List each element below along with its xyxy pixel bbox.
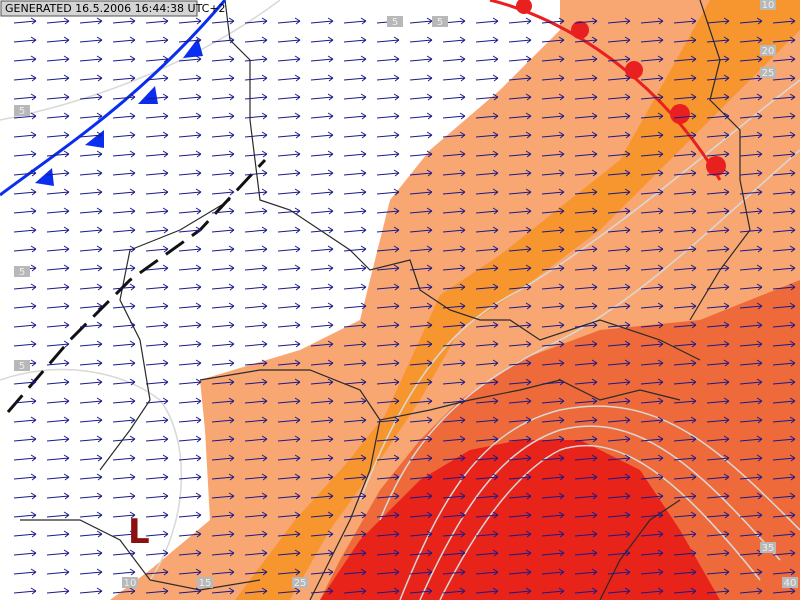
contour-label: 5 <box>392 17 398 28</box>
contour-label-bg <box>197 577 213 588</box>
contour-label: 10 <box>762 0 775 11</box>
contour-label-bg <box>14 360 30 371</box>
contour-label-bg <box>14 105 30 116</box>
contour-label: 25 <box>294 578 307 589</box>
contour-label-bg <box>760 67 776 78</box>
contour-label: 20 <box>762 46 775 57</box>
contour-label: 35 <box>762 543 775 554</box>
contour-label: 5 <box>19 361 25 372</box>
trough <box>6 158 267 413</box>
contour-label-bg <box>760 0 776 10</box>
contour-label: 5 <box>19 106 25 117</box>
contour-labels: 10 20 25 5 5 5 5 5 10 15 25 35 40 <box>14 0 798 589</box>
cold-front-triangles <box>35 38 203 186</box>
contour-label-bg <box>387 16 403 27</box>
generated-stamp: GENERATED 16.5.2006 16:44:38 UTC+2 <box>5 2 226 15</box>
wind-arrows <box>13 17 796 595</box>
contour-label-bg <box>14 266 30 277</box>
contour-label: 25 <box>762 68 775 79</box>
contour-label-bg <box>292 577 308 588</box>
contour-label: 5 <box>437 17 443 28</box>
low-pressure-label: L <box>128 512 150 552</box>
contour-label-bg <box>760 45 776 56</box>
borders <box>20 0 751 600</box>
cold-front <box>0 0 227 197</box>
contour-label: 5 <box>19 267 25 278</box>
contour-label: 40 <box>784 578 797 589</box>
contour-label: 15 <box>199 578 212 589</box>
header-box <box>0 0 198 17</box>
contour-label-bg <box>432 16 448 27</box>
contour-label-bg <box>122 577 138 588</box>
contour-label: 10 <box>124 578 137 589</box>
contour-label-bg <box>760 542 776 553</box>
warm-front-bulbs <box>516 0 726 176</box>
arrow-field <box>13 17 796 595</box>
contour-label-bg <box>782 577 798 588</box>
zone-medium <box>235 0 800 600</box>
